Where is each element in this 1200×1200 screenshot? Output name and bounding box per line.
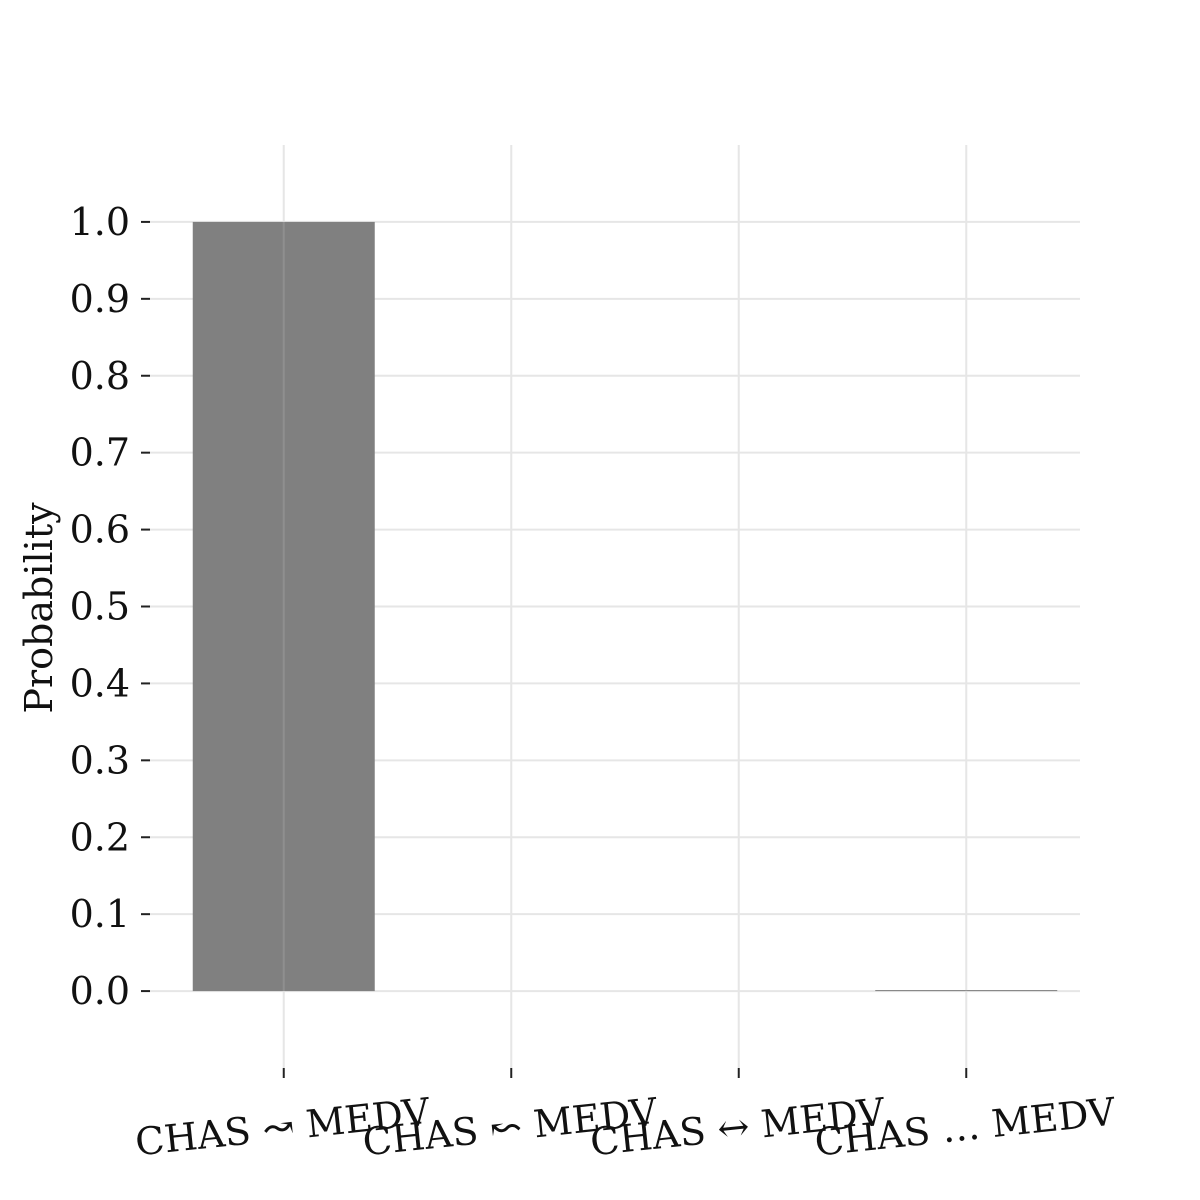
- y-tick-label: 0.5: [70, 585, 130, 629]
- y-tick-label: 0.0: [70, 969, 130, 1013]
- y-axis-title: Probability: [17, 502, 61, 714]
- bar: [192, 221, 375, 992]
- bar-layer: [192, 221, 1058, 992]
- bar: [875, 990, 1058, 992]
- y-tick-label: 0.9: [70, 277, 130, 321]
- y-tick-label: 0.2: [70, 815, 130, 859]
- y-tick-label: 0.7: [70, 431, 130, 475]
- y-tick-label: 0.1: [70, 892, 130, 936]
- y-tick-label: 0.4: [70, 661, 130, 705]
- y-tick-label: 0.3: [70, 738, 130, 782]
- y-axis: 0.0 0.1 0.2 0.3 0.4 0.5 0.6 0.7 0.8 0.9 1.0: [70, 200, 150, 1013]
- y-tick-label: 1.0: [70, 200, 130, 244]
- y-tick-label: 0.8: [70, 354, 130, 398]
- y-tick-label: 0.6: [70, 508, 130, 552]
